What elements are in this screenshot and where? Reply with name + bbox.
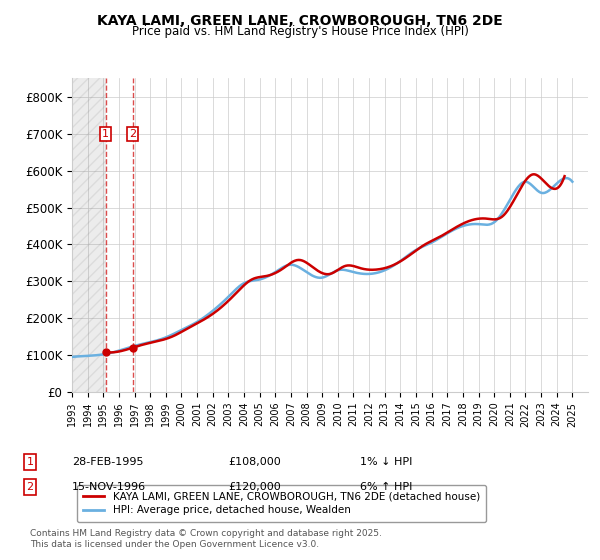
Text: 2: 2 <box>129 129 136 139</box>
Text: 15-NOV-1996: 15-NOV-1996 <box>72 482 146 492</box>
Text: 1: 1 <box>26 457 34 467</box>
Legend: KAYA LAMI, GREEN LANE, CROWBOROUGH, TN6 2DE (detached house), HPI: Average price: KAYA LAMI, GREEN LANE, CROWBOROUGH, TN6 … <box>77 485 486 522</box>
Text: 1: 1 <box>102 129 109 139</box>
Text: 1% ↓ HPI: 1% ↓ HPI <box>360 457 412 467</box>
Text: Price paid vs. HM Land Registry's House Price Index (HPI): Price paid vs. HM Land Registry's House … <box>131 25 469 38</box>
Text: 2: 2 <box>26 482 34 492</box>
Text: £108,000: £108,000 <box>228 457 281 467</box>
Text: 6% ↑ HPI: 6% ↑ HPI <box>360 482 412 492</box>
Text: £120,000: £120,000 <box>228 482 281 492</box>
Text: KAYA LAMI, GREEN LANE, CROWBOROUGH, TN6 2DE: KAYA LAMI, GREEN LANE, CROWBOROUGH, TN6 … <box>97 14 503 28</box>
Bar <box>72 78 106 392</box>
Text: 28-FEB-1995: 28-FEB-1995 <box>72 457 143 467</box>
Text: Contains HM Land Registry data © Crown copyright and database right 2025.
This d: Contains HM Land Registry data © Crown c… <box>30 529 382 549</box>
